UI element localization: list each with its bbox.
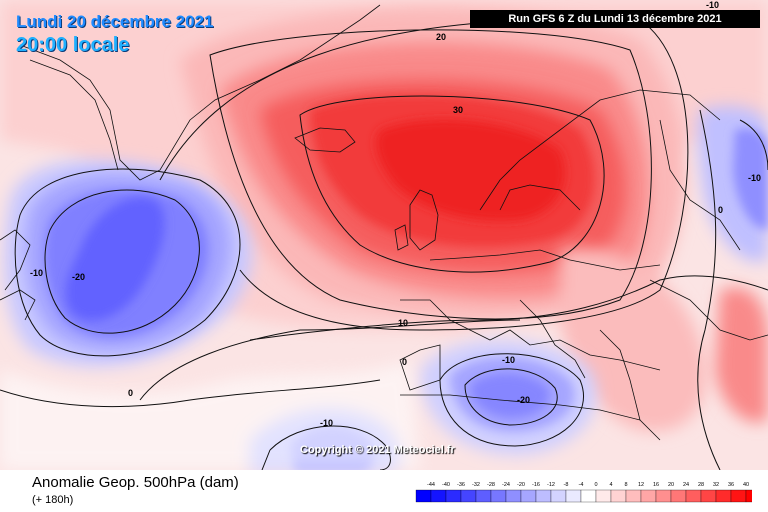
anomaly-shading (0, 0, 768, 470)
copyright-notice: Copyright © 2021 Meteociel.fr (300, 444, 455, 456)
map-title: Anomalie Geop. 500hPa (dam) (32, 474, 239, 491)
legend-label: -28 (487, 482, 495, 488)
legend-swatch (415, 489, 432, 503)
contour-label: -20 (72, 272, 85, 282)
legend-swatch (535, 489, 552, 503)
legend-swatch (730, 489, 747, 503)
legend-swatch (550, 489, 567, 503)
legend-swatch (460, 489, 477, 503)
contour-label: -20 (517, 395, 530, 405)
legend-swatch (700, 489, 717, 503)
legend-label: -40 (442, 482, 450, 488)
contour-label: 0 (718, 205, 723, 215)
contour-label: 30 (453, 105, 463, 115)
contour-label: -10 (320, 418, 333, 428)
legend-swatch (505, 489, 522, 503)
forecast-lead-time: (+ 180h) (32, 494, 74, 506)
contour-label: -10 (748, 173, 761, 183)
legend-label: 36 (728, 482, 734, 488)
contour-label: 0 (402, 357, 407, 367)
legend-label: -36 (457, 482, 465, 488)
legend-label: 28 (698, 482, 704, 488)
anomaly-map: 20 30 10 -10 -20 0 -10 -20 -10 0 -10 -10… (0, 0, 768, 470)
coastlines (0, 4, 768, 441)
color-scale-legend: -44 -40 -36 -32 -28 -24 -20 -16 -12 -8 -4 0 4 8 12 16 20… (415, 482, 752, 503)
legend-label: 12 (638, 482, 644, 488)
legend-label: -12 (547, 482, 555, 488)
contour-label: -10 (30, 268, 43, 278)
legend-swatch (625, 489, 642, 503)
legend-label: -24 (502, 482, 510, 488)
legend-swatch (715, 489, 732, 503)
legend-label: -16 (532, 482, 540, 488)
contour-label: 0 (128, 388, 133, 398)
legend-label: 32 (713, 482, 719, 488)
legend-label: 24 (683, 482, 689, 488)
run-info-banner: Run GFS 6 Z du Lundi 13 décembre 2021 (470, 10, 760, 28)
contour-label-group: 20 30 10 -10 -20 0 -10 -20 -10 0 -10 -10… (30, 0, 761, 428)
legend-swatch (595, 489, 612, 503)
legend-label: -8 (564, 482, 569, 488)
legend-label: 0 (594, 482, 597, 488)
legend-label: -32 (472, 482, 480, 488)
legend-label: -4 (579, 482, 584, 488)
legend-label: 16 (653, 482, 659, 488)
forecast-date: Lundi 20 décembre 2021 (16, 12, 214, 31)
legend-swatch (580, 489, 597, 503)
legend-swatch (655, 489, 672, 503)
legend-swatch (430, 489, 447, 503)
legend-swatch (565, 489, 582, 503)
legend-label: 40 (743, 482, 749, 488)
contour-label: -10 (502, 355, 515, 365)
legend-swatch (445, 489, 462, 503)
legend-swatch (520, 489, 537, 503)
legend-label: 8 (624, 482, 627, 488)
legend-swatch (670, 489, 687, 503)
contour-label: 20 (436, 32, 446, 42)
legend-label: -20 (517, 482, 525, 488)
legend-swatch (610, 489, 627, 503)
contour-label: -10 (706, 0, 719, 10)
contour-label: 10 (398, 318, 408, 328)
legend-swatch (745, 489, 752, 503)
legend-swatch (640, 489, 657, 503)
legend-label: 4 (609, 482, 612, 488)
forecast-time: 20:00 locale (16, 34, 130, 56)
legend-label: 20 (668, 482, 674, 488)
legend-swatch (685, 489, 702, 503)
legend-swatch (475, 489, 492, 503)
legend-label: -44 (427, 482, 435, 488)
legend-swatch (490, 489, 507, 503)
